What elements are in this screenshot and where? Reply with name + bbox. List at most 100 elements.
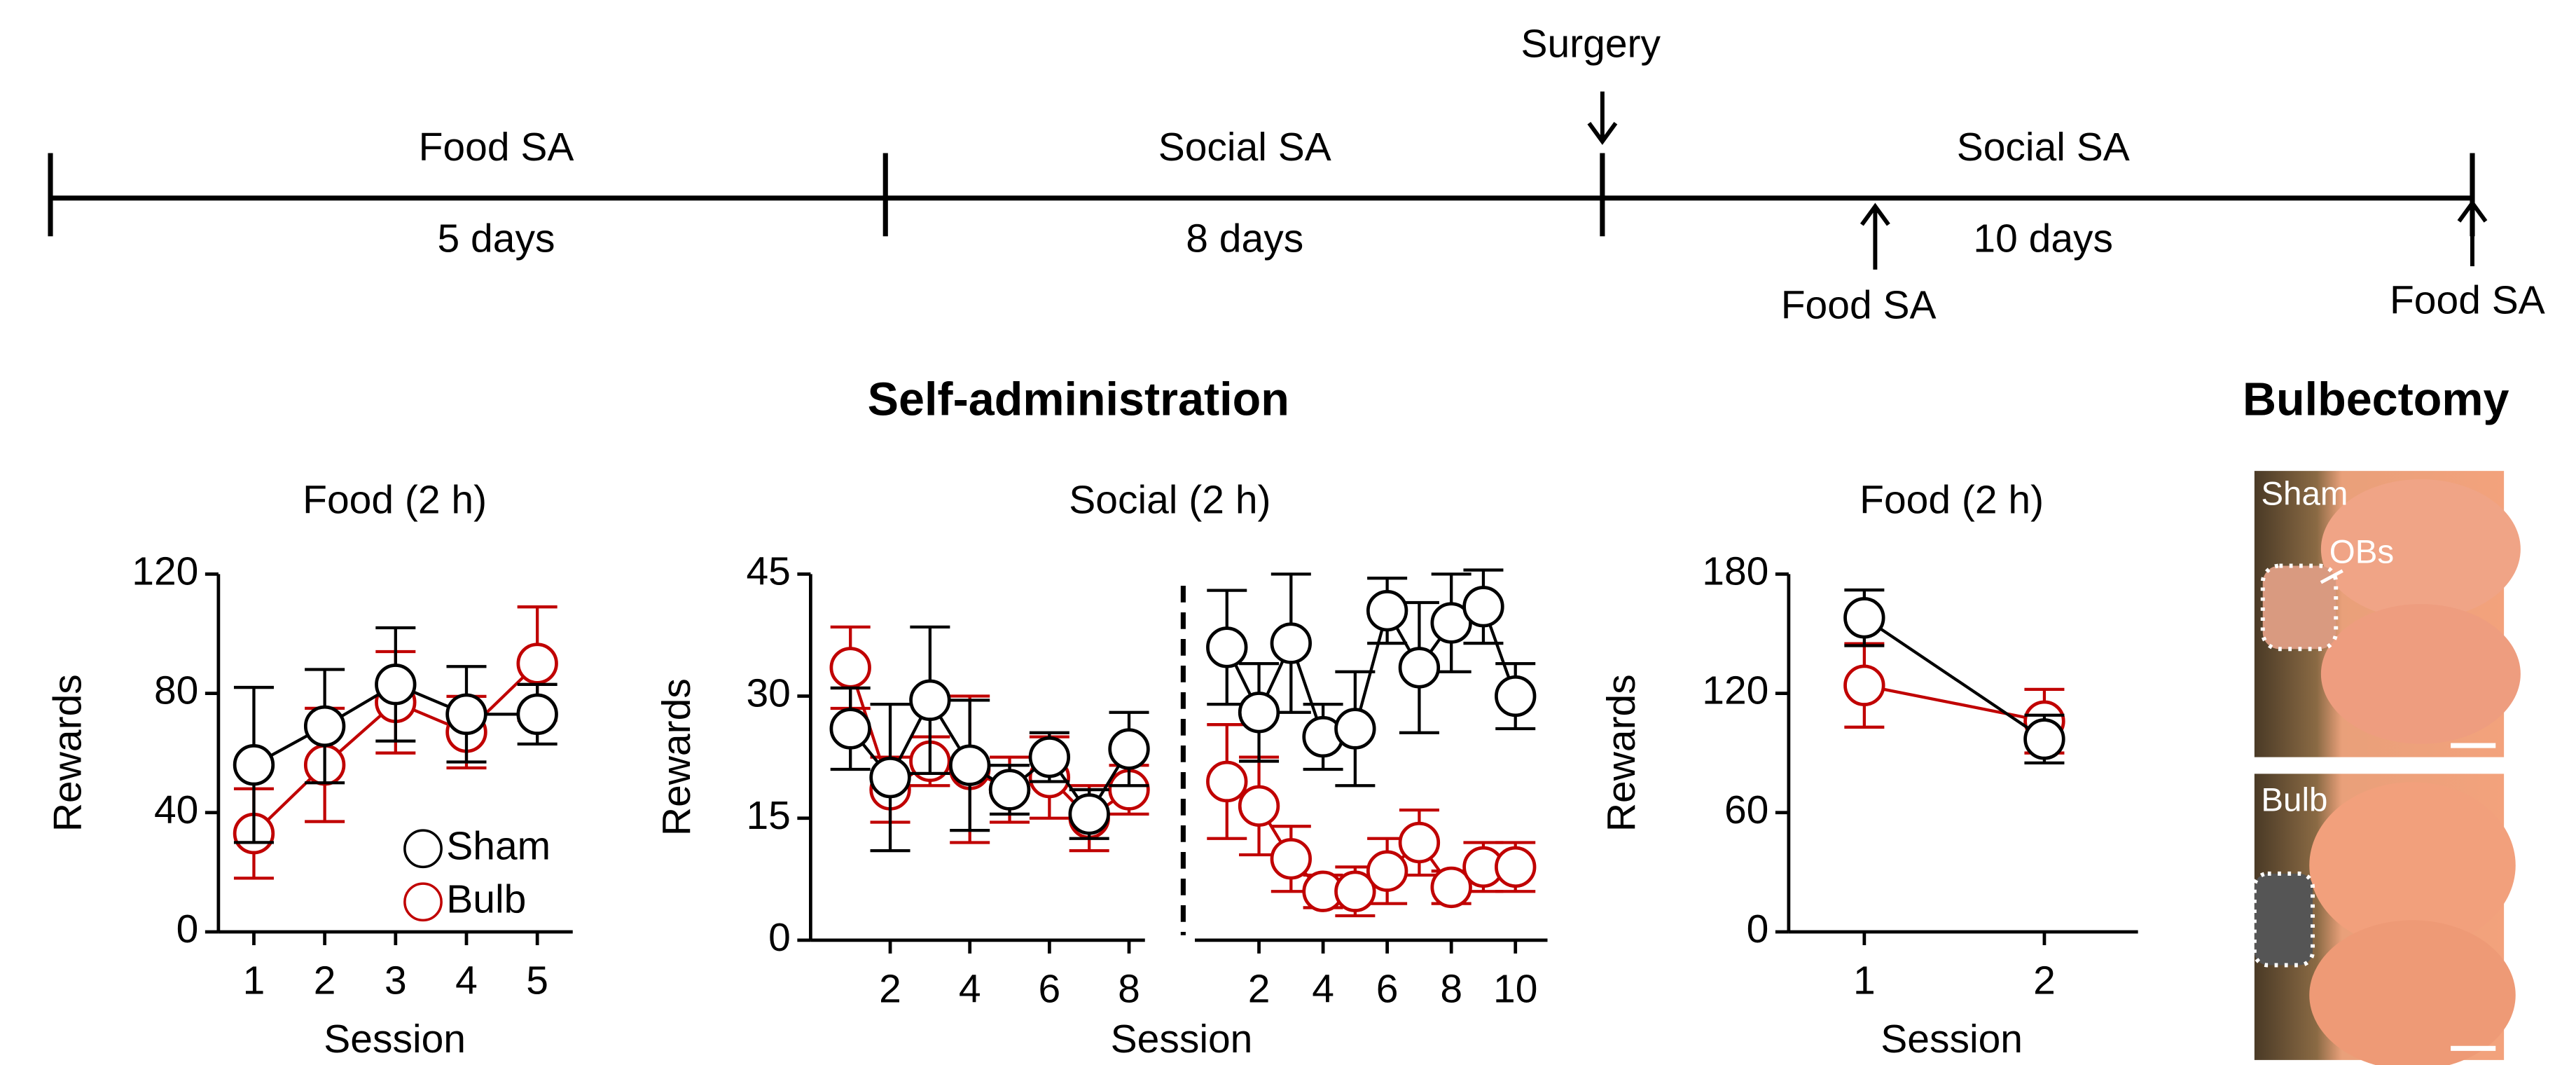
marker bbox=[1110, 730, 1149, 769]
y-tick-label: 180 bbox=[1702, 549, 1768, 593]
marker bbox=[1272, 624, 1310, 663]
legend-marker bbox=[405, 830, 441, 867]
x-tick-label: 5 bbox=[526, 958, 548, 1003]
x-tick-label: 3 bbox=[385, 958, 407, 1003]
marker bbox=[1496, 677, 1535, 715]
lesion-outline bbox=[2255, 874, 2313, 966]
y-tick-label: 0 bbox=[176, 907, 199, 951]
x-tick-label: 2 bbox=[1248, 967, 1270, 1012]
marker bbox=[871, 758, 910, 797]
brain-lobe bbox=[2321, 604, 2521, 744]
photo-label: Sham bbox=[2261, 475, 2348, 512]
x-tick-label: 6 bbox=[1039, 967, 1061, 1012]
x-axis-label: Session bbox=[324, 1017, 466, 1061]
y-axis-label: Rewards bbox=[46, 674, 90, 832]
x-tick-label: 1 bbox=[1853, 958, 1876, 1003]
legend-marker bbox=[405, 884, 441, 920]
timeline: Food SA 5 days Social SA 8 days Social S… bbox=[50, 22, 2545, 328]
marker bbox=[1240, 787, 1278, 825]
marker bbox=[1070, 795, 1109, 834]
marker bbox=[1368, 591, 1406, 630]
photo-label: Bulb bbox=[2261, 781, 2327, 818]
phase-duration: 10 days bbox=[1973, 216, 2113, 261]
legend-label: Sham bbox=[446, 823, 550, 868]
y-axis-label: Rewards bbox=[1599, 674, 1644, 832]
marker bbox=[448, 695, 486, 734]
phase-label: Social SA bbox=[1158, 125, 1331, 170]
photo-panel: Sham OBs Bulb bbox=[2255, 471, 2521, 1065]
marker bbox=[1400, 649, 1439, 687]
marker bbox=[1368, 852, 1406, 891]
marker bbox=[1207, 628, 1246, 667]
phase-duration: 8 days bbox=[1186, 216, 1303, 261]
x-tick-label: 2 bbox=[2033, 958, 2056, 1003]
x-tick-label: 4 bbox=[959, 967, 981, 1012]
y-tick-label: 0 bbox=[1747, 907, 1769, 951]
x-tick-label: 8 bbox=[1440, 967, 1462, 1012]
phase-duration: 5 days bbox=[438, 216, 555, 261]
marker bbox=[1272, 839, 1310, 878]
chart-title: Social (2 h) bbox=[1069, 477, 1270, 522]
test-label: Food SA bbox=[1781, 282, 1937, 327]
marker bbox=[1464, 588, 1503, 626]
y-tick-label: 0 bbox=[768, 915, 791, 960]
x-tick-label: 4 bbox=[1312, 967, 1334, 1012]
x-axis-label: Session bbox=[1881, 1017, 2023, 1061]
marker bbox=[1240, 693, 1278, 731]
marker bbox=[831, 649, 870, 687]
x-tick-label: 6 bbox=[1376, 967, 1399, 1012]
marker bbox=[1336, 710, 1375, 748]
y-tick-label: 40 bbox=[154, 788, 198, 832]
y-tick-label: 120 bbox=[1702, 668, 1768, 713]
phase-label: Social SA bbox=[1957, 125, 2130, 170]
section-title: Self-administration bbox=[868, 373, 1289, 425]
series-line bbox=[1864, 618, 2044, 739]
marker bbox=[1400, 823, 1439, 862]
x-tick-label: 4 bbox=[455, 958, 478, 1003]
x-tick-label: 8 bbox=[1118, 967, 1140, 1012]
phase-label: Food SA bbox=[419, 125, 574, 170]
page: Food SA 5 days Social SA 8 days Social S… bbox=[0, 0, 2576, 1065]
marker bbox=[377, 666, 415, 704]
y-tick-label: 15 bbox=[746, 793, 790, 838]
legend-label: Bulb bbox=[446, 877, 526, 921]
surgery-label: Surgery bbox=[1521, 22, 1661, 67]
figure: Food SA 5 days Social SA 8 days Social S… bbox=[0, 0, 2576, 1065]
photo-annotation: OBs bbox=[2329, 533, 2394, 570]
x-tick-label: 10 bbox=[1493, 967, 1537, 1012]
marker bbox=[1030, 738, 1069, 776]
marker bbox=[1207, 762, 1246, 801]
arrow bbox=[2459, 203, 2486, 266]
marker bbox=[2026, 720, 2064, 759]
marker bbox=[1496, 848, 1535, 886]
arrow bbox=[1862, 207, 1888, 270]
marker bbox=[518, 695, 557, 734]
marker bbox=[911, 681, 950, 720]
marker bbox=[831, 710, 870, 748]
marker bbox=[990, 771, 1029, 809]
x-tick-label: 2 bbox=[879, 967, 901, 1012]
y-tick-label: 45 bbox=[746, 549, 790, 593]
y-tick-label: 60 bbox=[1724, 788, 1768, 832]
y-tick-label: 120 bbox=[132, 549, 198, 593]
marker bbox=[235, 746, 273, 784]
x-tick-label: 1 bbox=[243, 958, 265, 1003]
marker bbox=[950, 746, 989, 785]
marker bbox=[1846, 598, 1884, 637]
y-tick-label: 30 bbox=[746, 671, 790, 716]
brain-lobe bbox=[2309, 920, 2516, 1065]
marker bbox=[518, 645, 557, 683]
marker bbox=[1846, 666, 1884, 705]
arrow bbox=[1589, 92, 1616, 142]
ob-outline bbox=[2263, 566, 2336, 650]
chart-title: Food (2 h) bbox=[303, 477, 487, 522]
y-axis-label: Rewards bbox=[654, 678, 699, 836]
x-tick-label: 2 bbox=[314, 958, 336, 1003]
x-axis-label: Session bbox=[1111, 1017, 1253, 1061]
chart-title: Food (2 h) bbox=[1860, 477, 2044, 522]
test-label: Food SA bbox=[2390, 277, 2545, 322]
series-line bbox=[1864, 685, 2044, 721]
y-tick-label: 80 bbox=[154, 668, 198, 713]
marker bbox=[305, 707, 344, 746]
section-title: Bulbectomy bbox=[2243, 373, 2509, 425]
